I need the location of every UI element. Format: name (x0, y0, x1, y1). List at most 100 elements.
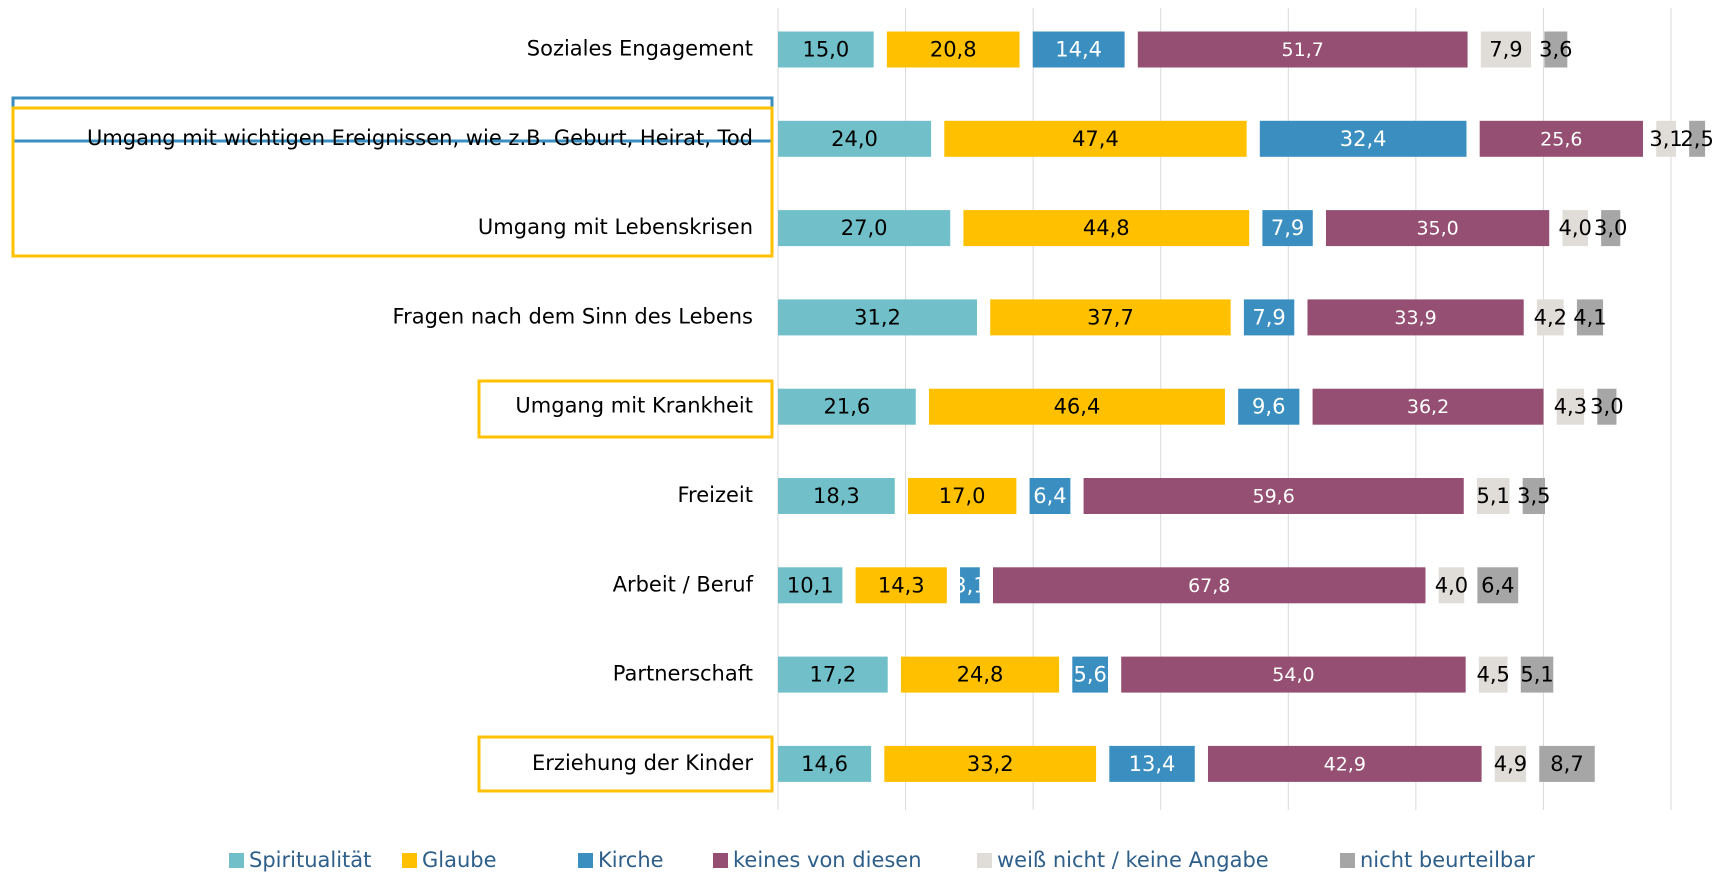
value-label: 17,0 (939, 484, 986, 508)
value-label: 35,0 (1416, 218, 1458, 240)
bar-segment (1325, 210, 1550, 247)
bar-segment (1539, 745, 1595, 782)
bar-segment (1072, 656, 1109, 693)
value-label: 3,0 (1594, 216, 1627, 240)
bar-segment (1520, 656, 1554, 693)
value-label: 4,0 (1435, 573, 1468, 597)
legend-label: weiß nicht / keine Angabe (997, 848, 1269, 872)
bar-segment (963, 210, 1250, 247)
bar-segment (1556, 388, 1585, 425)
bar-segment (1562, 210, 1588, 247)
value-label: 67,8 (1188, 575, 1230, 597)
highlight-box (477, 735, 774, 793)
bar-segment (1656, 120, 1676, 157)
value-label: 4,3 (1554, 395, 1587, 419)
legend-label: nicht beurteilbar (1360, 848, 1535, 872)
value-label: 4,2 (1534, 305, 1567, 329)
value-label: 36,2 (1407, 396, 1449, 418)
bar-segment (1137, 31, 1468, 68)
bar-segment (1480, 31, 1532, 68)
value-label: 31,2 (854, 305, 901, 329)
value-label: 24,8 (957, 663, 1004, 687)
value-label: 15,0 (802, 38, 849, 62)
bar-segment (778, 210, 951, 247)
bar-segment (1597, 388, 1617, 425)
bar-segment (928, 388, 1225, 425)
bar-segment (993, 567, 1426, 604)
bar-segment (907, 478, 1017, 514)
value-label: 51,7 (1282, 39, 1324, 61)
value-label: 24,0 (831, 127, 878, 151)
bar-segment (1032, 31, 1125, 68)
bar-segment (944, 120, 1247, 157)
value-label: 13,4 (1129, 752, 1176, 776)
bar-segment (778, 567, 843, 604)
y-tick-label: Umgang mit Lebenskrisen (478, 215, 753, 239)
value-label: 2,5 (1680, 127, 1713, 151)
value-label: 3,5 (1517, 484, 1550, 508)
y-tick-label: Arbeit / Beruf (613, 572, 754, 596)
value-label: 14,6 (801, 752, 848, 776)
value-label: 5,1 (1520, 663, 1553, 687)
value-label: 14,3 (878, 573, 925, 597)
value-label: 33,9 (1394, 307, 1436, 329)
value-label: 42,9 (1324, 753, 1366, 775)
y-tick-label: Umgang mit Krankheit (515, 394, 753, 418)
value-label: 3,1 (1649, 127, 1682, 151)
value-label: 25,6 (1540, 128, 1582, 150)
highlight-box (11, 106, 774, 258)
value-label: 54,0 (1272, 664, 1314, 686)
value-label: 59,6 (1253, 486, 1295, 508)
bar-segment (1522, 478, 1546, 514)
bar-segment (1243, 299, 1295, 336)
bar-segment (884, 745, 1097, 782)
value-label: 18,3 (813, 484, 860, 508)
bar-segment (778, 478, 895, 514)
legend-label: Kirche (598, 848, 664, 872)
y-tick-label: Fragen nach dem Sinn des Lebens (393, 304, 753, 328)
legend-swatch (578, 853, 593, 868)
bar-segment (778, 299, 978, 336)
y-tick-label: Umgang mit wichtigen Ereignissen, wie z.… (87, 126, 753, 150)
value-label: 17,2 (809, 663, 856, 687)
value-label: 46,4 (1054, 395, 1101, 419)
legend-swatch (229, 853, 244, 868)
value-label: 4,1 (1573, 305, 1606, 329)
legend-label: keines von diesen (733, 848, 922, 872)
value-label: 47,4 (1072, 127, 1119, 151)
bar-segment (1494, 745, 1527, 782)
legend-label: Glaube (422, 848, 497, 872)
value-label: 14,4 (1055, 38, 1102, 62)
value-label: 4,9 (1494, 752, 1527, 776)
bar-segment (1109, 745, 1195, 782)
value-label: 5,6 (1073, 663, 1106, 687)
legend-label: Spiritualität (249, 848, 371, 872)
bar-segment (1476, 478, 1510, 514)
y-tick-label: Soziales Engagement (527, 37, 753, 61)
value-label: 6,4 (1033, 484, 1066, 508)
bar-segment (1259, 120, 1467, 157)
value-label: 33,2 (967, 752, 1014, 776)
value-label: 7,9 (1271, 216, 1304, 240)
bar-segment (1478, 656, 1508, 693)
bar-segment (960, 567, 980, 604)
bar-segment (1536, 299, 1564, 336)
bar-segment (1601, 210, 1621, 247)
bar-segment (1544, 31, 1568, 68)
bar-segment (1576, 299, 1604, 336)
value-label: 5,1 (1477, 484, 1510, 508)
bar-segment (1479, 120, 1643, 157)
bar-segment (1262, 210, 1313, 247)
bar-segment (1438, 567, 1465, 604)
bar-segment (778, 745, 872, 782)
bar-segment (886, 31, 1020, 68)
bar-segment (778, 656, 888, 693)
bar-segment (1083, 478, 1464, 514)
value-label: 3,0 (1590, 395, 1623, 419)
bar-segment (1029, 478, 1071, 514)
value-label: 7,9 (1252, 305, 1285, 329)
bar-segment (1238, 388, 1300, 425)
value-label: 8,7 (1550, 752, 1583, 776)
value-label: 37,7 (1087, 305, 1134, 329)
